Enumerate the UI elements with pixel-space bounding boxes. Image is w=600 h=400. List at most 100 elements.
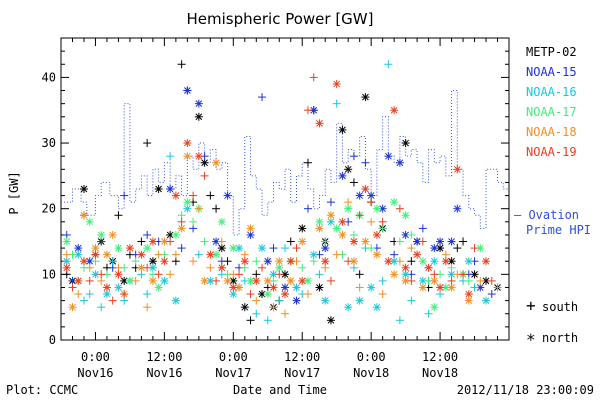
- point-noaa-16-north: [171, 296, 180, 305]
- point-noaa-16-south: [281, 244, 289, 253]
- point-noaa-16-south: [263, 316, 272, 325]
- point-noaa-19-north: [436, 283, 445, 292]
- point-noaa-15-north: [183, 86, 192, 95]
- point-noaa-18-north: [326, 211, 335, 220]
- point-noaa-15-south: [120, 191, 129, 200]
- point-noaa-18-north: [212, 158, 221, 167]
- series-legend: METP-02 NOAA-15 NOAA-16 NOAA-17 NOAA-18 NOAA-…: [526, 45, 577, 159]
- point-metp-02-north: [326, 316, 335, 325]
- point-noaa-17-south: [131, 257, 140, 266]
- point-noaa-19-south: [378, 217, 387, 226]
- point-noaa-19-north: [349, 237, 358, 246]
- point-noaa-19-south: [407, 276, 416, 285]
- point-noaa-19-north: [229, 283, 238, 292]
- point-noaa-17-north: [217, 217, 226, 226]
- point-noaa-15-south: [143, 230, 152, 239]
- point-noaa-18-south: [74, 290, 83, 299]
- point-noaa-19-south: [430, 270, 439, 279]
- point-noaa-19-north: [482, 257, 491, 266]
- point-noaa-19-south: [166, 237, 175, 246]
- point-noaa-19-north: [372, 230, 381, 239]
- y-axis-ticks: 0 10 20 30 40: [42, 50, 509, 347]
- legend-entry-noaa-16: NOAA-16: [526, 85, 577, 99]
- point-noaa-16-south: [315, 270, 324, 279]
- point-noaa-16-north: [229, 290, 238, 299]
- point-noaa-16-south: [378, 276, 387, 285]
- marker-legend: + south * north: [526, 296, 578, 349]
- point-noaa-19-north: [281, 290, 289, 299]
- point-noaa-19-north: [240, 257, 249, 266]
- point-noaa-18-south: [269, 303, 278, 312]
- point-noaa-16-south: [424, 309, 433, 318]
- point-noaa-15-south: [269, 244, 278, 253]
- point-noaa-18-north: [338, 230, 347, 239]
- point-noaa-15-north: [166, 185, 175, 193]
- point-noaa-18-south: [143, 303, 152, 312]
- point-noaa-16-south: [166, 152, 175, 161]
- point-noaa-15-north: [401, 230, 410, 239]
- x-tick-date-label: Nov17: [284, 366, 320, 380]
- point-metp-02-north: [315, 283, 324, 292]
- point-noaa-16-north: [367, 283, 376, 292]
- point-noaa-19-north: [114, 270, 123, 279]
- ovation-legend-label-line2: Prime HPI: [526, 223, 591, 237]
- x-tick-date-label: Nov16: [77, 366, 113, 380]
- chart-title: Hemispheric Power [GW]: [187, 10, 374, 28]
- point-metp-02-north: [401, 139, 410, 148]
- point-noaa-16-south: [395, 316, 404, 325]
- x-tick-time-label: 12:00: [422, 350, 458, 364]
- point-metp-02-south: [355, 270, 364, 279]
- point-noaa-18-south: [344, 198, 353, 207]
- point-noaa-15-north: [194, 99, 203, 108]
- point-noaa-16-south: [384, 60, 393, 69]
- point-metp-02-south: [303, 158, 312, 167]
- point-noaa-19-north: [332, 79, 341, 88]
- point-noaa-19-south: [459, 270, 468, 279]
- point-noaa-15-south: [303, 204, 312, 213]
- point-metp-02-south: [453, 244, 462, 253]
- point-noaa-16-south: [143, 290, 152, 299]
- point-noaa-16-south: [108, 257, 117, 266]
- legend-entry-noaa-15: NOAA-15: [526, 65, 577, 79]
- point-noaa-18-north: [286, 276, 295, 285]
- point-noaa-17-south: [309, 257, 318, 266]
- point-noaa-18-south: [62, 250, 71, 259]
- point-noaa-18-north: [263, 276, 272, 285]
- data-points: [62, 60, 502, 325]
- point-noaa-18-north: [223, 276, 232, 285]
- point-noaa-17-south: [200, 237, 209, 246]
- point-noaa-15-north: [395, 158, 404, 167]
- point-noaa-18-north: [390, 270, 399, 279]
- point-noaa-19-south: [235, 270, 244, 279]
- point-noaa-19-north: [160, 257, 169, 266]
- point-noaa-15-north: [263, 257, 272, 266]
- point-noaa-19-north: [171, 191, 180, 200]
- x-axis-label: Date and Time: [233, 383, 327, 397]
- y-tick-label: 0: [49, 333, 56, 347]
- point-noaa-19-south: [189, 191, 198, 200]
- point-noaa-16-south: [493, 283, 502, 292]
- point-noaa-19-south: [418, 237, 427, 246]
- point-noaa-18-south: [166, 270, 175, 279]
- point-noaa-18-south: [395, 257, 404, 266]
- point-noaa-19-north: [441, 257, 450, 266]
- x-tick-time-label: 12:00: [284, 350, 320, 364]
- point-metp-02-south: [206, 191, 215, 200]
- point-noaa-15-north: [292, 296, 301, 305]
- point-noaa-16-north: [482, 296, 491, 305]
- point-noaa-18-south: [217, 237, 226, 246]
- point-noaa-17-south: [321, 237, 330, 246]
- point-noaa-18-north: [275, 257, 284, 266]
- point-noaa-19-north: [102, 283, 111, 292]
- point-metp-02-south: [286, 237, 295, 246]
- point-noaa-19-south: [246, 290, 255, 299]
- point-noaa-17-south: [395, 237, 404, 246]
- point-noaa-15-north: [436, 237, 445, 246]
- point-noaa-17-north: [62, 237, 71, 246]
- point-noaa-19-north: [424, 263, 433, 272]
- point-noaa-19-north: [384, 257, 393, 266]
- point-noaa-18-south: [189, 257, 198, 266]
- footer-plot-credit: Plot: CCMC: [6, 383, 78, 397]
- point-noaa-18-north: [372, 250, 381, 259]
